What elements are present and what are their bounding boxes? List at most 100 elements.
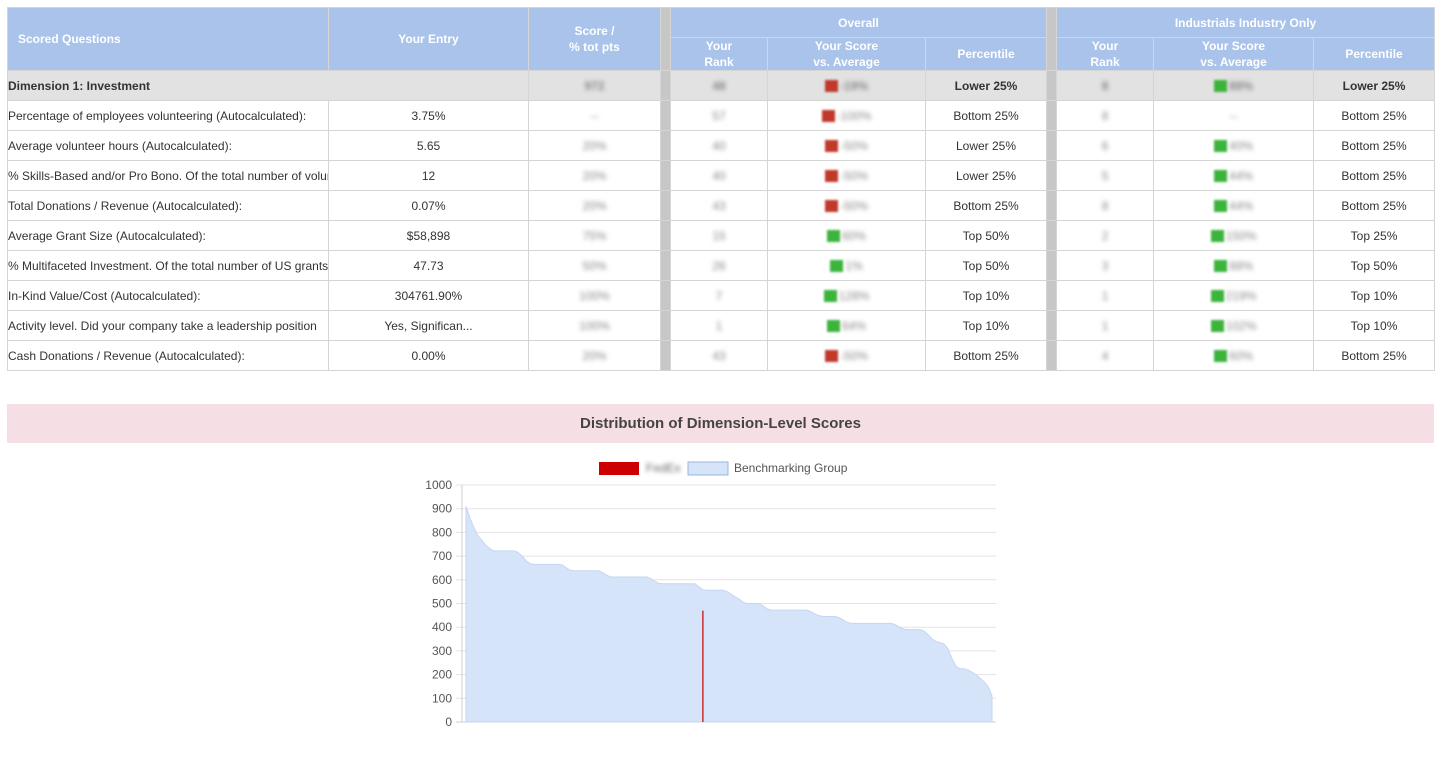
dimension-industry-vs: 88% [1153,70,1315,101]
score-cell-value: 20% [582,168,607,183]
dimension-row[interactable]: Dimension 1: Investment 972 48 -19% Lowe… [7,70,1436,101]
overall-percentile-cell-value: Top 50% [962,228,1010,243]
entry-cell: 3.75% [328,100,529,131]
overall-vs-cell-value: 1% [845,258,863,273]
industry-percentile-cell: Bottom 25% [1313,340,1436,371]
status-chip-icon [830,260,844,273]
question-cell-value: Cash Donations / Revenue (Autocalculated… [8,348,245,363]
industry-percentile-cell-value: Bottom 25% [1341,348,1407,363]
question-cell-value: In-Kind Value/Cost (Autocalculated): [8,288,201,303]
industry-vs-cell: 88% [1153,250,1315,281]
industry-percentile-cell: Bottom 25% [1313,100,1436,131]
industry-percentile-cell: Top 50% [1313,250,1436,281]
industry-percentile-cell-value: Top 25% [1350,228,1398,243]
question-cell: In-Kind Value/Cost (Autocalculated): [7,280,329,311]
header-industry-rank[interactable]: Your Rank [1056,37,1155,71]
column-divider [660,310,671,341]
industry-percentile-cell: Top 10% [1313,280,1436,311]
question-cell: Average Grant Size (Autocalculated): [7,220,329,251]
overall-vs-cell: 64% [767,310,926,341]
table-row[interactable]: Activity level. Did your company take a … [7,310,1436,341]
score-cell-value: 100% [579,318,610,333]
overall-vs-cell-value: 128% [838,288,870,303]
question-cell: Total Donations / Revenue (Autocalculate… [7,190,329,221]
entry-cell-value: 47.73 [413,258,444,273]
table-row[interactable]: Average volunteer hours (Autocalculated)… [7,130,1436,161]
y-tick-label: 400 [432,620,452,634]
score-cell: 20% [528,160,661,191]
header-scored-questions[interactable]: Scored Questions [7,7,329,71]
question-cell: Cash Donations / Revenue (Autocalculated… [7,340,329,371]
industry-rank-cell-value: 2 [1101,228,1109,243]
dimension-industry-percentile: Lower 25% [1313,70,1436,101]
entry-cell-value: 3.75% [411,108,446,123]
score-cell: 20% [528,340,661,371]
industry-vs-cell-value: 102% [1225,318,1257,333]
y-tick-label: 100 [432,691,452,705]
overall-percentile-cell: Top 50% [924,220,1048,251]
header-industry-vs-average[interactable]: Your Score vs. Average [1153,37,1315,71]
industry-rank-cell-value: 8 [1101,108,1109,123]
header-overall-vs-average[interactable]: Your Score vs. Average [767,37,926,71]
status-chip-icon [823,290,837,303]
dimension-label: Dimension 1: Investment [7,70,529,101]
table-row[interactable]: Average Grant Size (Autocalculated): $58,… [7,220,1436,251]
industry-vs-cell: 40% [1153,130,1315,161]
header-overall-rank[interactable]: Your Rank [670,37,768,71]
score-cell: 100% [528,280,661,311]
table-row[interactable]: In-Kind Value/Cost (Autocalculated): 3047… [7,280,1436,311]
status-chip-icon [1214,170,1228,183]
question-cell: % Multifaceted Investment. Of the total … [7,250,329,281]
industry-rank-cell: 6 [1056,130,1155,161]
column-divider [1046,280,1058,311]
question-cell-value: Percentage of employees volunteering (Au… [8,108,307,123]
question-cell: Percentage of employees volunteering (Au… [7,100,329,131]
table-row[interactable]: % Skills-Based and/or Pro Bono. Of the t… [7,160,1436,191]
overall-percentile-cell: Bottom 25% [924,100,1048,131]
entry-cell: 12 [328,160,529,191]
status-chip-icon [824,350,838,363]
overall-percentile-cell-value: Top 10% [962,318,1010,333]
table-row[interactable]: Cash Donations / Revenue (Autocalculated… [7,340,1436,371]
vs-line1: Your Score [1201,39,1266,53]
industry-vs-cell: 44% [1153,190,1315,221]
header-your-entry[interactable]: Your Entry [328,7,529,71]
overall-percentile-cell: Lower 25% [924,130,1048,161]
industry-percentile-cell: Bottom 25% [1313,130,1436,161]
column-divider [1046,100,1058,131]
status-chip-icon [824,140,838,153]
overall-vs-cell-value: -50% [839,138,868,153]
entry-cell: 0.07% [328,190,529,221]
header-score[interactable]: Score / % tot pts [528,7,661,71]
industry-percentile-cell: Bottom 25% [1313,190,1436,221]
industry-rank-cell: 4 [1056,340,1155,371]
table-row[interactable]: % Multifaceted Investment. Of the total … [7,250,1436,281]
header-overall-percentile[interactable]: Percentile [924,37,1048,71]
industry-rank-cell-value: 6 [1101,138,1109,153]
score-cell: 20% [528,190,661,221]
overall-rank-cell: 15 [670,220,768,251]
score-cell: -- [528,100,661,131]
overall-rank-cell: 40 [670,130,768,161]
column-divider [660,220,671,251]
overall-vs-cell: 128% [767,280,926,311]
scored-questions-table: Scored Questions Your Entry Score / % to… [7,7,1436,371]
column-divider [1046,220,1058,251]
entry-cell: Yes, Significan... [328,310,529,341]
question-cell: Activity level. Did your company take a … [7,310,329,341]
entry-cell-value: 12 [421,168,436,183]
table-row[interactable]: Percentage of employees volunteering (Au… [7,100,1436,131]
status-chip-icon [826,230,840,243]
table-row[interactable]: Total Donations / Revenue (Autocalculate… [7,190,1436,221]
overall-rank-cell: 26 [670,250,768,281]
status-chip-icon [1214,80,1228,93]
dimension-industry-rank-value: 8 [1101,78,1109,93]
score-cell-value: 100% [579,288,610,303]
industry-rank-cell-value: 3 [1101,258,1109,273]
overall-percentile-cell-value: Lower 25% [955,138,1017,153]
header-industry-percentile[interactable]: Percentile [1313,37,1436,71]
rank-line2: Rank [1090,55,1120,69]
column-divider [660,280,671,311]
score-cell-value: 75% [582,228,607,243]
overall-rank-cell-value: 40 [712,168,726,183]
